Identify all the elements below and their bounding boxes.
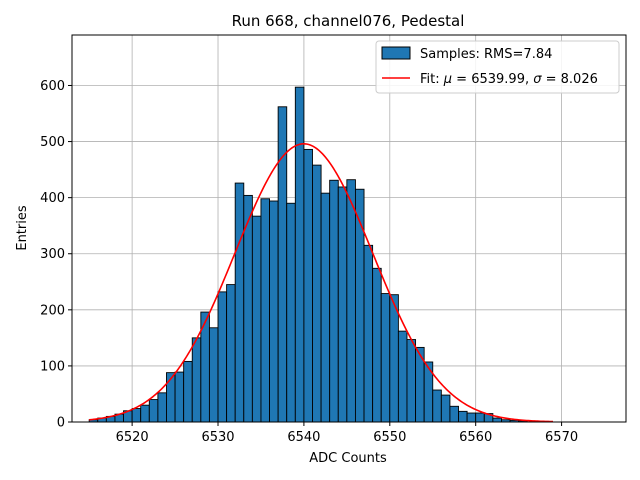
histogram-bar — [157, 392, 167, 423]
legend-samples-label: Samples: RMS=7.84 — [420, 47, 552, 62]
y-tick-label: 600 — [40, 79, 65, 94]
x-tick-label: 6550 — [373, 430, 406, 445]
plot-frame — [71, 34, 627, 423]
x-tick-label: 6520 — [116, 430, 149, 445]
legend-fit-mu-value: = 6539.99, — [452, 72, 533, 87]
histogram-bar — [354, 188, 365, 423]
histogram-bar — [372, 267, 382, 423]
chart-title: Run 668, channel076, Pedestal — [232, 12, 465, 30]
histogram-bar — [380, 293, 391, 423]
x-tick-label: 6530 — [201, 430, 234, 445]
histogram-bar — [492, 417, 502, 423]
histogram-bar — [458, 410, 468, 423]
histogram-bar — [440, 394, 451, 423]
histogram-bar — [208, 327, 219, 423]
x-axis-label: ADC Counts — [309, 451, 387, 466]
histogram-bar — [140, 404, 150, 423]
y-tick-label: 0 — [57, 416, 65, 431]
histogram-bar — [131, 408, 142, 423]
histogram-bar — [269, 200, 279, 423]
legend-samples-swatch — [381, 46, 411, 60]
histogram-bar — [286, 202, 296, 423]
x-tick-label: 6540 — [287, 430, 320, 445]
y-axis-label: Entries — [15, 205, 30, 251]
histogram-bar — [329, 179, 339, 423]
histogram-bar — [191, 337, 202, 423]
histogram-bar — [406, 339, 417, 423]
y-tick-label: 400 — [40, 191, 65, 206]
histogram-bar — [226, 284, 236, 423]
histogram-bar — [475, 412, 485, 423]
y-axis-ticks: 0 100 200 300 400 500 600 — [40, 79, 72, 431]
legend-fit-sigma-value: = 8.026 — [541, 72, 597, 87]
histogram-bar — [466, 412, 477, 423]
legend-fit-sigma-symbol: σ — [533, 72, 542, 87]
histogram-bar — [346, 179, 356, 423]
legend-frame — [375, 40, 620, 94]
histogram-bar — [363, 244, 374, 423]
histogram-bar — [234, 182, 245, 423]
histogram-bar — [312, 164, 322, 423]
x-tick-label: 6560 — [459, 430, 492, 445]
legend-fit-prefix: Fit: — [420, 72, 444, 87]
histogram-bars — [88, 86, 528, 423]
histogram-bar — [294, 86, 305, 423]
histogram-bar — [183, 360, 193, 423]
histogram-bar — [397, 330, 408, 423]
histogram-bar — [260, 198, 271, 423]
y-tick-label: 200 — [40, 303, 65, 318]
x-axis-ticks: 6520 6530 6540 6550 6560 6570 — [116, 422, 578, 445]
histogram-bar — [251, 215, 262, 423]
histogram-bar — [432, 389, 442, 423]
histogram-bar — [320, 192, 331, 423]
histogram-bar — [389, 294, 399, 423]
fit-curve — [89, 143, 554, 423]
y-tick-label: 300 — [40, 247, 65, 262]
y-tick-label: 100 — [40, 359, 65, 374]
legend-fit-label: Fit: μ = 6539.99, σ = 8.026 — [420, 72, 598, 87]
histogram-bar — [174, 371, 185, 423]
legend-fit-mu-symbol: μ — [443, 72, 452, 87]
histogram-bar — [337, 186, 348, 423]
histogram-bar — [217, 291, 228, 423]
histogram-bar — [148, 399, 159, 423]
histogram-bar — [166, 372, 176, 423]
y-tick-label: 500 — [40, 135, 65, 150]
legend: Samples: RMS=7.84 Fit: μ = 6539.99, σ = … — [375, 40, 620, 94]
x-tick-label: 6570 — [545, 430, 578, 445]
histogram-bar — [449, 405, 459, 423]
histogram-bar — [303, 148, 313, 423]
